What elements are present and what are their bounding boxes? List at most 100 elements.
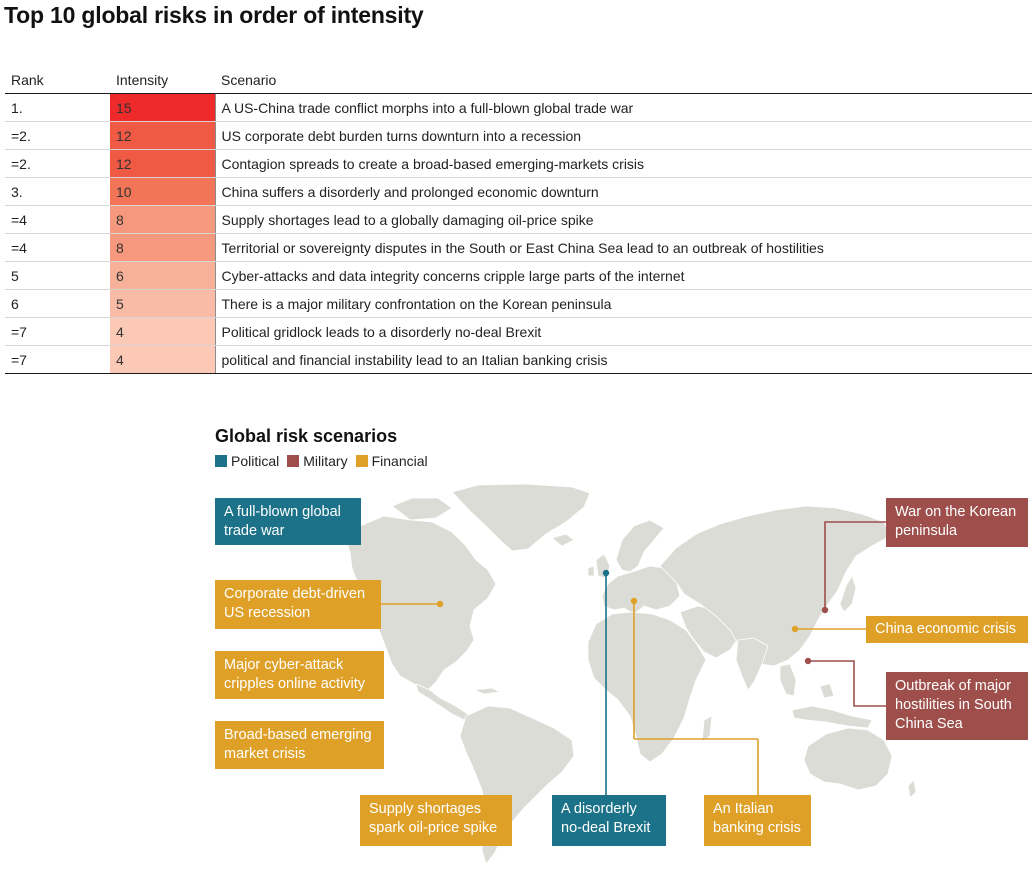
label-line: cripples online activity <box>224 676 366 692</box>
legend-label-financial: Financial <box>371 453 428 469</box>
intensity-cell: 8 <box>110 205 215 234</box>
header-scenario: Scenario <box>215 66 1032 94</box>
location-dots <box>436 569 829 665</box>
connector-lines <box>380 521 886 795</box>
connector-korean-war <box>824 521 886 610</box>
label-line: War on the Korean <box>895 504 1017 520</box>
risk-table: Rank Intensity Scenario 1. 15 A US-China… <box>5 66 1032 374</box>
label-line: hostilities in South <box>895 697 1012 713</box>
arctic-islands-shape <box>391 497 453 521</box>
intensity-cell: 12 <box>110 149 215 178</box>
rank-cell: 3. <box>5 177 110 206</box>
label-line: China economic crisis <box>875 621 1017 637</box>
table-row: =2. 12 Contagion spreads to create a bro… <box>5 149 1032 178</box>
intensity-cell: 5 <box>110 289 215 318</box>
label-cyber-attack: Major cyber-attack cripples online activ… <box>215 651 384 699</box>
label-line: Broad-based emerging <box>224 727 372 743</box>
header-rank: Rank <box>5 66 110 94</box>
scenario-cell: There is a major military confrontation … <box>214 289 1032 318</box>
scenario-cell: China suffers a disorderly and prolonged… <box>214 177 1032 206</box>
intensity-cell: 15 <box>110 93 215 122</box>
connector-south-china-sea <box>808 660 886 707</box>
iceland-shape <box>551 533 575 547</box>
table-row: =7 4 political and financial instability… <box>5 345 1032 374</box>
label-line: China Sea <box>895 716 963 732</box>
label-brexit: A disorderly no-deal Brexit <box>552 795 666 846</box>
label-line: An Italian <box>713 801 774 817</box>
label-trade-war: A full-blown global trade war <box>215 498 361 545</box>
label-line: A full-blown global <box>224 504 341 520</box>
rank-cell: =7 <box>5 345 110 374</box>
label-line: trade war <box>224 523 285 539</box>
central-america-shape <box>415 683 471 721</box>
australia-shape <box>803 727 893 791</box>
caribbean-shape <box>473 687 502 695</box>
dot-china-economic <box>791 625 799 633</box>
rank-cell: 5 <box>5 261 110 290</box>
label-line: Corporate debt-driven <box>224 586 366 602</box>
rank-cell: =2. <box>5 149 110 178</box>
legend-item-political: Political <box>215 453 279 469</box>
rank-cell: =7 <box>5 317 110 346</box>
table-row: 5 6 Cyber-attacks and data integrity con… <box>5 261 1032 290</box>
intensity-cell: 6 <box>110 261 215 290</box>
label-line: Major cyber-attack <box>224 657 344 673</box>
dot-brexit <box>602 569 610 577</box>
label-line: banking crisis <box>713 820 801 836</box>
scenario-cell: Supply shortages lead to a globally dama… <box>214 205 1032 234</box>
europe-shape <box>601 565 681 615</box>
scenario-cell: Cyber-attacks and data integrity concern… <box>214 261 1032 290</box>
intensity-cell: 8 <box>110 233 215 262</box>
label-line: A disorderly <box>561 801 637 817</box>
scenario-cell: A US-China trade conflict morphs into a … <box>214 93 1032 122</box>
page-title: Top 10 global risks in order of intensit… <box>4 2 424 28</box>
dot-us-recession <box>436 600 444 608</box>
dot-korean-war <box>821 606 829 614</box>
legend-label-political: Political <box>231 453 280 469</box>
label-line: spark oil-price spike <box>369 820 498 836</box>
rank-cell: =4 <box>5 205 110 234</box>
japan-shape <box>839 575 857 613</box>
rank-cell: 1. <box>5 93 110 122</box>
table-row: =4 8 Territorial or sovereignty disputes… <box>5 233 1032 262</box>
label-south-china-sea: Outbreak of major hostilities in South C… <box>886 672 1028 740</box>
label-line: US recession <box>224 605 311 621</box>
legend-swatch-financial <box>355 455 368 467</box>
madagascar-shape <box>701 715 713 743</box>
rank-cell: =4 <box>5 233 110 262</box>
legend-swatch-military <box>287 455 300 467</box>
southeast-asia-shape <box>779 663 873 729</box>
new-zealand-shape <box>907 779 917 799</box>
legend-swatch-political <box>215 455 227 467</box>
label-oil-price: Supply shortages spark oil-price spike <box>360 795 512 846</box>
intensity-cell: 12 <box>110 121 215 150</box>
india-shape <box>735 637 769 691</box>
map-legend: Political Military Financial <box>215 453 428 469</box>
label-line: peninsula <box>895 523 958 539</box>
label-line: Outbreak of major <box>895 678 1012 694</box>
dot-south-china-sea <box>804 657 812 665</box>
label-korean-war: War on the Korean peninsula <box>886 498 1028 547</box>
label-us-recession: Corporate debt-driven US recession <box>215 580 381 629</box>
legend-label-military: Military <box>303 453 348 469</box>
label-china-economic: China economic crisis <box>866 616 1028 643</box>
table-row: 3. 10 China suffers a disorderly and pro… <box>5 177 1032 206</box>
table-row: =2. 12 US corporate debt burden turns do… <box>5 121 1032 150</box>
dot-italian-banking <box>630 597 638 605</box>
scenario-cell: political and financial instability lead… <box>214 345 1032 374</box>
table-row: 6 5 There is a major military confrontat… <box>5 289 1032 318</box>
intensity-cell: 4 <box>110 317 215 346</box>
scandinavia-shape <box>615 519 665 573</box>
africa-shape <box>587 611 707 763</box>
label-line: market crisis <box>224 746 306 762</box>
label-line: Supply shortages <box>369 801 482 817</box>
map-title: Global risk scenarios <box>215 426 398 446</box>
land-masses <box>345 483 917 865</box>
scenario-cell: US corporate debt burden turns downturn … <box>214 121 1032 150</box>
table-header-row: Rank Intensity Scenario <box>5 66 1032 94</box>
scenario-cell: Territorial or sovereignty disputes in t… <box>214 233 1032 262</box>
rank-cell: 6 <box>5 289 110 318</box>
header-intensity: Intensity <box>110 66 215 94</box>
scenario-cell: Contagion spreads to create a broad-base… <box>214 149 1032 178</box>
